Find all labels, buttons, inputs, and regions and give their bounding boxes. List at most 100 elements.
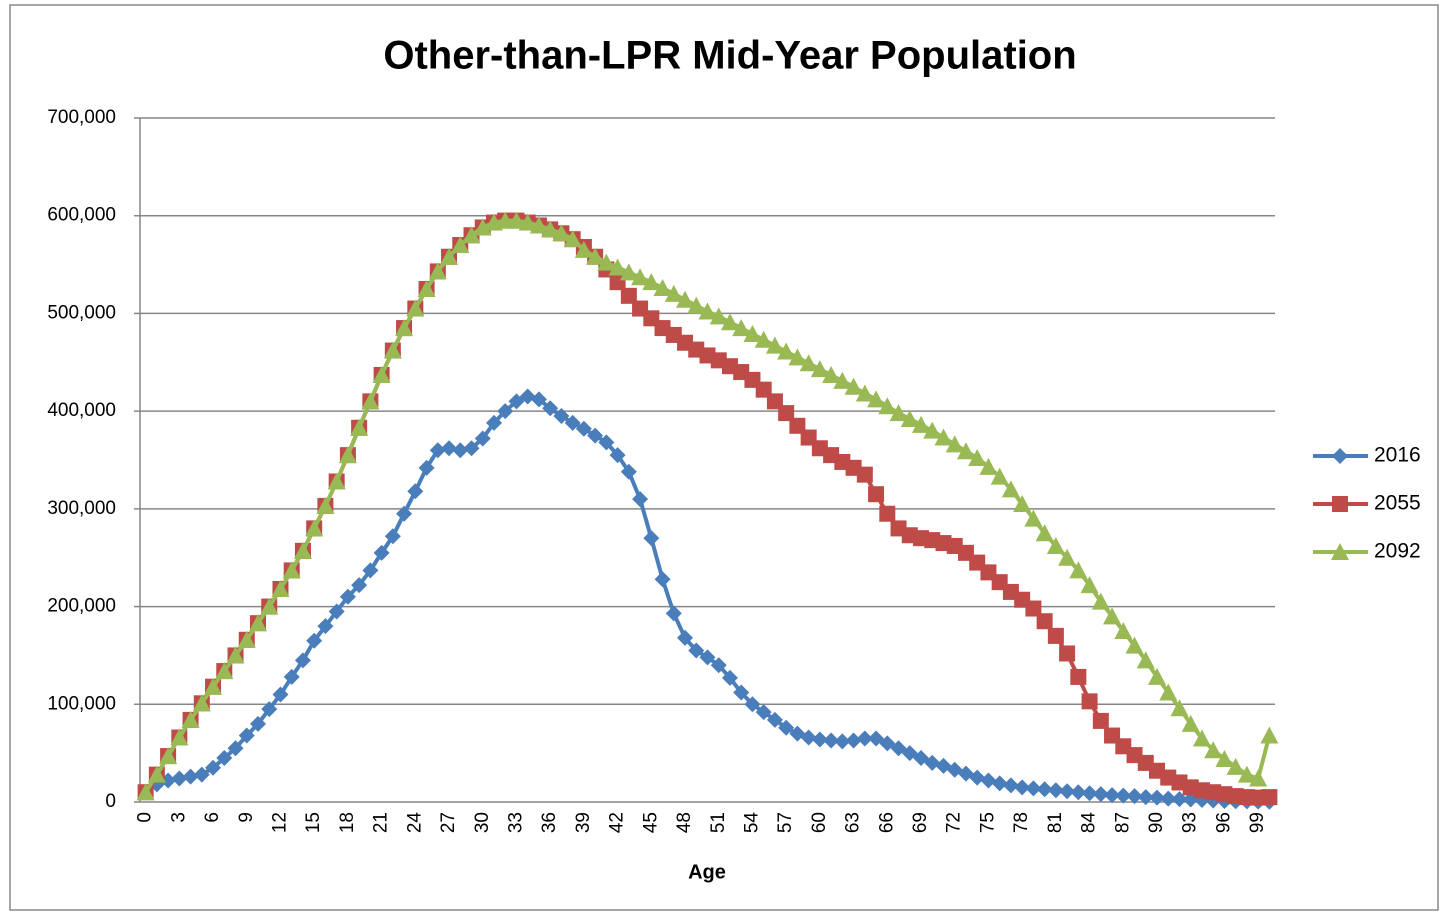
data-point [778, 405, 795, 422]
data-point [620, 463, 637, 480]
data-point [856, 730, 873, 747]
x-tick-label: 63 [843, 812, 864, 833]
y-tick-label: 500,000 [47, 302, 116, 323]
data-point [710, 657, 727, 674]
data-point [282, 561, 301, 579]
data-point [677, 629, 694, 646]
y-tick-label: 700,000 [47, 107, 116, 128]
data-point [215, 662, 234, 680]
data-point [913, 750, 930, 767]
data-point [182, 768, 199, 785]
x-tick-label: 51 [708, 812, 729, 833]
data-point [1002, 777, 1019, 794]
data-point [261, 701, 278, 718]
data-point [553, 408, 570, 425]
x-tick-label: 78 [1011, 812, 1032, 833]
data-point [530, 391, 547, 408]
data-point [754, 330, 773, 348]
data-point [867, 390, 886, 408]
data-point [597, 253, 616, 271]
data-point [1081, 693, 1098, 710]
data-point [1070, 668, 1087, 685]
x-tick-label: 9 [236, 812, 257, 823]
data-point [1080, 576, 1099, 594]
data-point [441, 440, 458, 457]
data-point [586, 247, 605, 265]
data-point [688, 642, 705, 659]
data-point [260, 597, 279, 615]
data-point [395, 319, 414, 337]
data-point [721, 669, 738, 686]
data-point [428, 262, 447, 280]
x-tick-label: 81 [1045, 812, 1066, 833]
x-tick-label: 84 [1079, 812, 1100, 834]
data-point [306, 632, 323, 649]
data-point [574, 240, 593, 258]
data-point [1025, 600, 1042, 617]
data-point [969, 769, 986, 786]
legend-label: 2055 [1374, 492, 1421, 515]
x-axis-label: Age [688, 861, 726, 883]
data-point [339, 588, 356, 605]
x-tick-label: 12 [269, 812, 290, 833]
data-point [598, 434, 615, 451]
data-point [362, 562, 379, 579]
x-tick-label: 75 [977, 812, 998, 833]
data-point [609, 447, 626, 464]
data-point [147, 765, 166, 783]
data-point [822, 365, 841, 383]
data-point [1226, 757, 1245, 775]
data-point [396, 505, 413, 522]
x-tick-label: 36 [539, 812, 560, 833]
data-point [631, 268, 650, 286]
data-point [834, 733, 851, 750]
x-tick-label: 93 [1180, 812, 1201, 833]
data-point [327, 472, 346, 490]
data-point [732, 319, 751, 337]
data-point [317, 618, 334, 635]
data-point [429, 442, 446, 459]
data-point [1069, 561, 1088, 579]
x-tick-label: 60 [809, 812, 830, 833]
x-tick-label: 15 [303, 812, 324, 833]
data-point [755, 704, 772, 721]
data-point [901, 745, 918, 762]
x-tick-label: 6 [202, 812, 223, 823]
data-point [698, 302, 717, 320]
data-point [1137, 789, 1154, 806]
x-tick-label: 39 [573, 812, 594, 833]
data-point [1115, 787, 1132, 804]
data-point [844, 377, 863, 395]
data-point [1091, 592, 1110, 610]
data-point [136, 783, 155, 801]
chart-title: Other-than-LPR Mid-Year Population [383, 34, 1076, 78]
data-point [373, 544, 390, 561]
data-point [1204, 741, 1223, 759]
data-point [778, 719, 795, 736]
data-point [485, 414, 502, 431]
data-point [868, 730, 885, 747]
data-point [856, 466, 873, 483]
data-point [1237, 765, 1256, 783]
data-point [799, 354, 818, 372]
data-point [619, 263, 638, 281]
data-point [542, 400, 559, 417]
data-point [945, 435, 964, 453]
data-point [216, 750, 233, 767]
x-tick-label: 42 [607, 812, 628, 833]
x-tick-label: 27 [438, 812, 459, 833]
data-point [193, 766, 210, 783]
data-point [1104, 787, 1121, 804]
data-point [733, 684, 750, 701]
data-point [271, 579, 290, 597]
data-point [1149, 789, 1166, 806]
data-point [665, 605, 682, 622]
data-point [407, 483, 424, 500]
data-point [1092, 712, 1109, 729]
x-tick-label: 90 [1146, 812, 1167, 833]
data-point [664, 284, 683, 302]
y-tick-label: 200,000 [47, 596, 116, 617]
data-point [474, 430, 491, 447]
x-tick-label: 66 [876, 812, 897, 833]
